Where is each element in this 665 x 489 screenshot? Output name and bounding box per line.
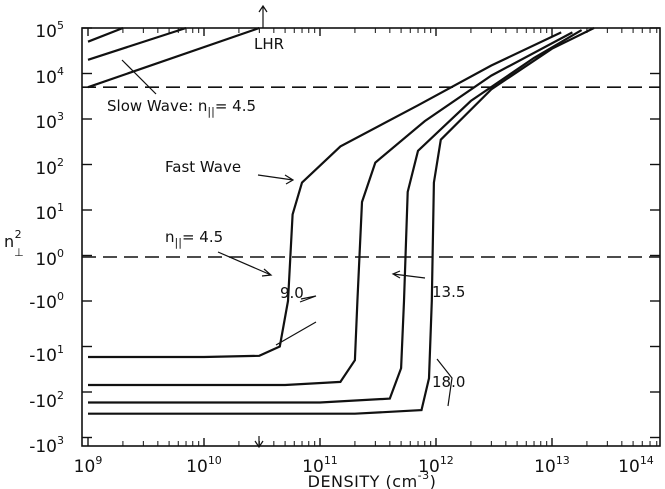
x-tick-label-1e12: 1012 [418,454,454,477]
series-curve [88,29,583,404]
x-tick-label-1e11: 1011 [302,454,338,477]
label-18-arrow [436,358,453,407]
lhr-arrow [258,4,268,28]
label-18-0: 18.0 [432,373,465,391]
y-tick-label-neg-1e2: -102 [29,389,64,412]
label-13-arrow [391,270,426,279]
y-tick-label-neg-1e3: -103 [29,434,64,457]
x-tick-label-1e14: 1014 [618,454,654,477]
x-tick-label-1e9: 109 [74,454,103,477]
series-curve [88,31,562,359]
y-tick-label-1e2: 102 [35,156,64,179]
axis-ticks [82,27,660,446]
slow-wave-pointer [121,59,157,95]
x-tick-labels: 109 1010 1011 1012 1013 1014 [74,454,654,477]
n-par-label: n||= 4.5 [165,228,223,249]
plot-frame [81,27,661,447]
slow-wave-lines [87,26,260,89]
y-tick-labels: 105 104 103 102 101 100 -100 -101 -102 -… [29,19,64,457]
slow-wave-label: Slow Wave: n||= 4.5 [107,97,256,118]
n-par-arrow [217,251,273,277]
label-13-5: 13.5 [432,283,465,301]
series-curve [88,31,573,387]
slow-wave-line [87,26,124,43]
y-tick-label-1e4: 104 [35,65,64,88]
x-tick-label-1e13: 1013 [534,454,570,477]
x-axis-title: DENSITY (cm-3) [308,469,437,489]
dashed-lines [82,86,660,258]
slow-wave-line [87,26,187,61]
series-curves [88,27,595,415]
series-curve [88,27,595,415]
lhr-label: LHR [254,35,284,53]
slow-wave-line [87,26,260,89]
label-9-0: 9.0 [280,284,304,302]
label-9-arrowhead-stub [299,295,317,303]
y-tick-label-1e0: 100 [35,247,64,270]
density-marker-arrow [254,436,264,449]
y-tick-label-1e1: 101 [35,201,64,224]
fast-wave-arrow [257,174,295,185]
y-tick-label-1e3: 103 [35,110,64,133]
x-tick-label-1e10: 1010 [186,454,222,477]
y-tick-label-1e5: 105 [35,19,64,42]
y-tick-label-neg-1e1: -101 [29,343,64,366]
y-tick-label-neg-1e0: -100 [29,290,64,313]
annotation-arrows [121,4,453,449]
fast-wave-label: Fast Wave [165,158,241,176]
y-axis-title: n2 ⊥ [4,228,24,259]
label-9-arrow [275,321,317,346]
